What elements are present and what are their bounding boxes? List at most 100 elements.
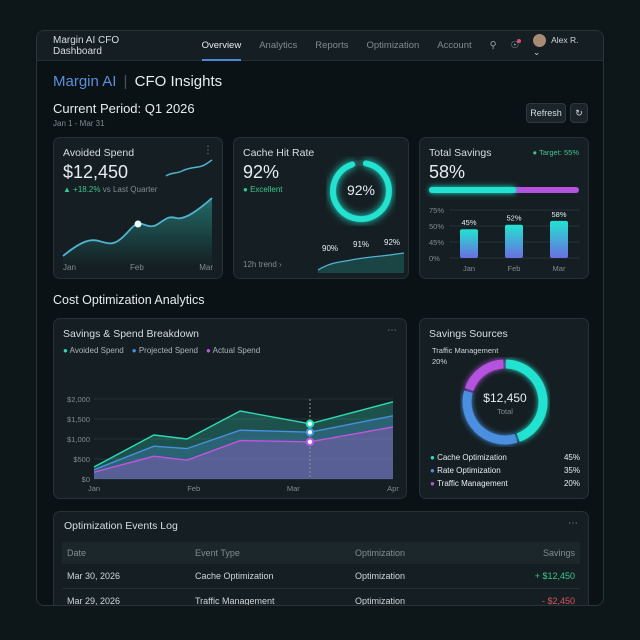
section-title: Cost Optimization Analytics <box>53 293 205 307</box>
events-log-card: Optimization Events Log ⋯ Date Event Type… <box>53 511 589 605</box>
more-icon[interactable]: ⋯ <box>387 325 397 336</box>
card-title: Cache Hit Rate <box>243 147 315 159</box>
x-tick: Jan <box>88 484 100 493</box>
bar-label: 52% <box>506 214 521 223</box>
card-title: Avoided Spend <box>63 147 135 159</box>
sync-icon[interactable]: ↻ <box>570 103 588 123</box>
x-tick: Apr <box>387 484 399 493</box>
page-title: Margin AI | CFO Insights <box>53 73 223 90</box>
tab-reports[interactable]: Reports <box>315 39 349 51</box>
bar-label: 58% <box>551 210 566 219</box>
legend-item: ● Projected Spend <box>131 346 198 355</box>
y-tick: $1,000 <box>67 435 90 444</box>
page-heading: CFO Insights <box>134 73 223 90</box>
series-line <box>93 401 394 468</box>
y-tick: 0% <box>429 254 440 263</box>
y-tick: $2,000 <box>67 395 90 404</box>
x-tick: Feb <box>187 484 200 493</box>
app-title: Margin AI CFO Dashboard <box>53 34 120 57</box>
legend-item: ● Traffic Management 20% <box>430 479 580 488</box>
savings-value: 58% <box>429 162 466 182</box>
trend-point: 90% <box>322 244 339 253</box>
search-icon[interactable]: ⚲ <box>489 40 497 51</box>
hover-point <box>305 437 315 447</box>
sources-legend: ● Cache Optimization 45% ● Rate Optimizat… <box>430 453 580 488</box>
card-title: Optimization Events Log <box>64 520 178 532</box>
bell-icon[interactable]: ☉ <box>510 39 522 51</box>
ring-label: 92% <box>346 182 376 198</box>
series-line <box>93 415 394 471</box>
total-savings-card: Total Savings ● Target: 55% 58% 75% 50% 45… <box>419 137 589 279</box>
trend-point: 91% <box>353 240 370 249</box>
avoided-change: ▲ +18.2% vs Last Quarter <box>63 185 158 194</box>
table-row[interactable]: Mar 30, 2026 Cache Optimization Optimizati… <box>62 564 580 589</box>
donut-segment <box>464 359 504 392</box>
highlight-point <box>134 220 142 228</box>
y-tick: 75% <box>429 206 444 215</box>
card-title: Total Savings <box>429 147 492 159</box>
tab-overview[interactable]: Overview <box>201 31 241 61</box>
brand-name: Margin AI <box>53 73 117 90</box>
cache-value: 92% <box>243 162 280 182</box>
avoided-value: $12,450 <box>63 162 129 182</box>
cache-status: ● Excellent <box>243 185 283 194</box>
tab-optimization[interactable]: Optimization <box>366 39 420 51</box>
callout-value: 20% <box>432 357 448 366</box>
savings-sources-card: Savings Sources Traffic Management 20% $… <box>419 318 589 499</box>
legend-item: ● Cache Optimization 45% <box>430 453 580 462</box>
savings-progress <box>429 187 579 193</box>
dashboard-window: Margin AI CFO Dashboard Overview Analyti… <box>36 30 604 606</box>
savings-bar <box>505 224 523 258</box>
y-tick: $500 <box>73 455 90 464</box>
more-icon[interactable]: ⋯ <box>568 518 578 529</box>
target-label: ● Target: 55% <box>532 148 579 157</box>
period-title: Current Period: Q1 2026 <box>53 101 195 116</box>
hover-point <box>305 419 315 429</box>
y-tick: $0 <box>82 475 90 484</box>
y-tick: $1,500 <box>67 415 90 424</box>
table-row[interactable]: Mar 29, 2026 Traffic Management Optimizati… <box>62 588 580 605</box>
savings-bar <box>460 229 478 258</box>
callout-label: Traffic Management <box>432 346 499 355</box>
donut-segment <box>462 390 518 445</box>
events-table: Date Event Type Optimization Savings Mar 30… <box>62 542 580 605</box>
avoided-spend-card: Avoided Spend ⋮ $12,450 ▲ +18.2% vs Last… <box>53 137 223 279</box>
donut-segment <box>505 359 548 442</box>
cache-hit-card: Cache Hit Rate 92% ● Excellent 92% 12h t… <box>233 137 409 279</box>
more-icon[interactable]: ⋮ <box>203 145 213 156</box>
legend-item: ● Rate Optimization 35% <box>430 466 580 475</box>
avatar <box>533 33 547 47</box>
chart-title: Savings & Spend Breakdown <box>63 328 200 340</box>
x-tick: Mar <box>553 264 566 273</box>
card-title: Savings Sources <box>429 328 508 340</box>
bar-label: 45% <box>461 218 476 227</box>
period-range: Jan 1 - Mar 31 <box>53 119 105 128</box>
user-name: Alex R. <box>551 34 579 45</box>
savings-bar <box>550 220 568 258</box>
user-menu[interactable]: Alex R. ⌄ <box>533 33 587 58</box>
tab-account[interactable]: Account <box>437 39 472 51</box>
donut-total: $12,450 <box>483 391 527 405</box>
x-label: Feb <box>130 263 144 272</box>
x-tick: Mar <box>287 484 300 493</box>
trend-sparkline <box>317 252 405 273</box>
chart-legend: ● Avoided Spend ● Projected Spend ● Actual… <box>63 346 260 355</box>
legend-item: ● Avoided Spend <box>63 346 124 355</box>
cache-ring <box>330 160 392 222</box>
avoided-sparkline <box>62 159 213 266</box>
refresh-button[interactable]: Refresh <box>526 103 566 123</box>
y-tick: 45% <box>429 238 444 247</box>
chevron-down-icon: ⌄ <box>533 46 541 57</box>
breakdown-card: Savings & Spend Breakdown ⋯ ● Avoided Sp… <box>53 318 407 499</box>
x-label: Jan <box>63 263 76 272</box>
x-tick: Feb <box>508 264 521 273</box>
x-label: Mar <box>199 263 213 272</box>
hover-point <box>305 428 315 437</box>
trend-link[interactable]: 12h trend › <box>243 260 282 269</box>
tab-analytics[interactable]: Analytics <box>259 39 298 51</box>
series-area <box>94 427 393 479</box>
y-tick: 50% <box>429 222 444 231</box>
trend-point: 92% <box>384 238 401 247</box>
x-tick: Jan <box>463 264 475 273</box>
